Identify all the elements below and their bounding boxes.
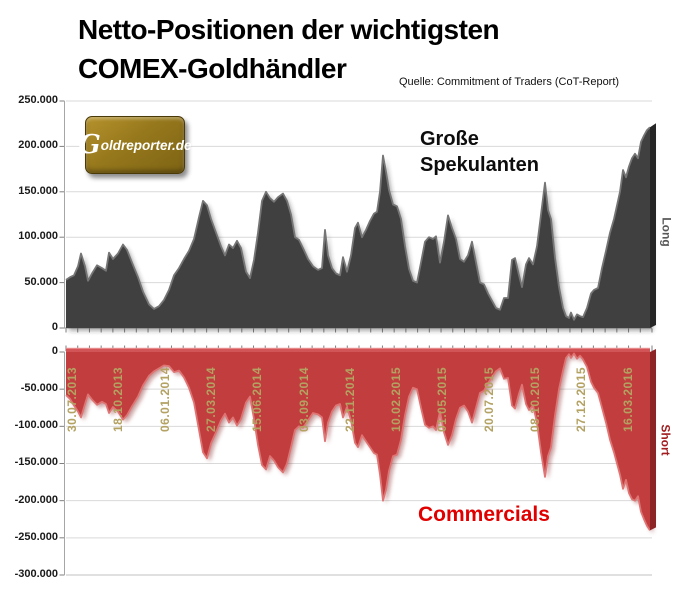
speculators-series-label: Große Spekulanten: [420, 128, 539, 176]
speculators-area: [66, 127, 650, 328]
x-date-label: 15.06.2014: [250, 366, 264, 432]
x-date-label: 27.12.2015: [574, 366, 588, 432]
source-note: Quelle: Commitment of Traders (CoT-Repor…: [399, 76, 620, 88]
commercials-area: [66, 352, 650, 531]
short-axis-label: Short: [658, 424, 673, 456]
y-tick-label-bottom: -200.000: [14, 493, 58, 506]
y-tick-label-bottom: -150.000: [14, 456, 58, 469]
x-date-label: 20.07.2015: [482, 366, 496, 432]
x-date-label: 06.01.2014: [158, 366, 172, 432]
x-date-label: 16.03.2016: [621, 366, 635, 432]
x-date-label: 30.07.2013: [65, 366, 79, 432]
logo-initial: G: [78, 130, 101, 160]
x-date-label: 22.11.2014: [343, 367, 357, 432]
x-date-label: 03.09.2014: [297, 366, 311, 432]
page-title-line2: COMEX-Goldhändler: [78, 53, 347, 84]
long-axis-label: Long: [659, 217, 674, 247]
logo-text: oldreporter.de: [100, 137, 192, 153]
commercials-area-bevel-edge: [65, 352, 651, 531]
speculators-area-bevel-edge: [65, 126, 651, 321]
y-tick-label-top: 250.000: [18, 94, 58, 106]
y-tick-label-top: 100.000: [18, 230, 58, 243]
y-tick-label-top: 0: [51, 321, 58, 333]
x-date-label: 18.10.2013: [111, 366, 125, 432]
commercials-3d-top-slab: [66, 348, 650, 353]
y-tick-label-bottom: -250.000: [14, 530, 58, 543]
y-tick-label-top: 150.000: [18, 184, 58, 197]
y-tick-label-bottom: -300.000: [14, 567, 58, 580]
commercials-area-3d-side: [650, 349, 656, 531]
y-tick-label-bottom: -50.000: [20, 382, 58, 395]
x-date-label: 08.10.2015: [528, 366, 542, 432]
x-date-label: 01.05.2015: [435, 366, 449, 432]
page-title-line1: Netto-Positionen der wichtigsten: [78, 14, 500, 45]
y-tick-label-bottom: 0: [51, 345, 58, 357]
y-tick-label-top: 50.000: [24, 275, 58, 288]
speculators-area-3d-side: [650, 123, 656, 328]
x-date-label: 27.03.2014: [204, 366, 218, 432]
y-tick-label-top: 200.000: [18, 139, 58, 152]
x-date-label: 10.02.2015: [389, 366, 403, 432]
commercials-series-label: Commercials: [418, 503, 550, 526]
y-tick-label-bottom: -100.000: [14, 419, 58, 432]
